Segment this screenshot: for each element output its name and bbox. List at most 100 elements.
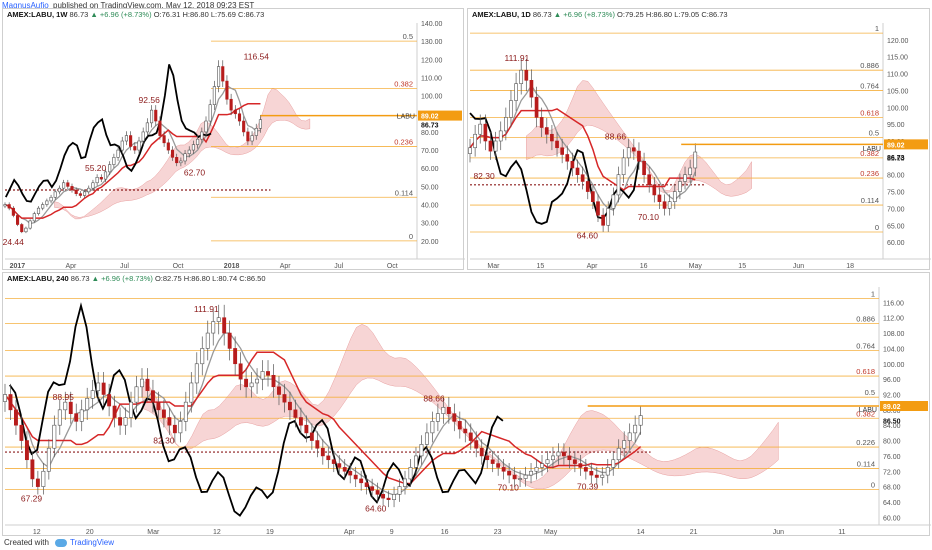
x-tick-label: May [544, 529, 558, 536]
price-candle [141, 131, 145, 142]
price-candle [424, 432, 429, 445]
price-candle [134, 386, 139, 403]
price-candle [304, 424, 309, 434]
author-name[interactable]: MagnusAufio [2, 1, 49, 10]
orange-level-text: 89.02 [883, 404, 901, 411]
price-candle [524, 69, 529, 81]
orange-level-text: 89.02 [887, 142, 905, 149]
price-candle [271, 374, 276, 388]
fib-level-label: 0.114 [861, 196, 879, 205]
y-tick-label: 116.00 [883, 300, 904, 307]
price-candle [565, 154, 570, 162]
price-candle [419, 444, 424, 457]
x-tick-label: Apr [344, 529, 356, 536]
y-tick-label: 84.00 [883, 423, 901, 430]
price-candle [74, 413, 79, 422]
price-candle [478, 123, 483, 135]
price-candle [633, 424, 638, 434]
price-candle [375, 490, 380, 495]
last-price-tag: 86.73 [887, 155, 905, 162]
price-candle [519, 69, 524, 84]
price-candle [523, 474, 528, 479]
price-candle [227, 332, 232, 349]
fib-level-label: 0.382 [394, 79, 413, 88]
y-tick-label: 60.00 [883, 515, 901, 522]
price-candle [504, 117, 508, 132]
publish-bar: MagnusAufio published on TradingView.com… [0, 0, 932, 12]
price-candle [200, 348, 205, 365]
price-annotation: 64.60 [365, 504, 387, 514]
h4-chart-panel[interactable]: AMEX:LABU, 240 86.73 ▲ +6.96 (+8.73%) O:… [2, 272, 931, 536]
price-candle [129, 401, 133, 418]
price-candle [611, 459, 616, 468]
y-tick-label: 68.00 [883, 485, 901, 492]
price-candle [578, 463, 583, 468]
price-candle [254, 127, 258, 136]
price-candle [137, 140, 141, 151]
x-tick-label: 2017 [10, 263, 26, 270]
price-candle [616, 174, 621, 196]
price-candle [652, 184, 657, 196]
tradingview-brand[interactable]: TradingView [70, 538, 115, 547]
price-candle [483, 123, 488, 142]
price-candle [463, 428, 468, 434]
fib-level-label: 0.382 [856, 409, 875, 418]
price-candle [468, 147, 472, 154]
price-candle [474, 440, 479, 449]
price-candle [551, 455, 555, 461]
fib-level-label: 0.114 [857, 460, 875, 469]
x-tick-label: May [689, 263, 703, 270]
price-candle [74, 189, 78, 194]
y-tick-label: 120.00 [421, 57, 443, 64]
fib-level-label: 1 [871, 290, 875, 299]
price-candle [414, 455, 418, 468]
price-candle [24, 440, 29, 461]
weekly-high: H:86.80 [182, 10, 209, 19]
x-tick-label: Oct [387, 263, 398, 270]
x-tick-label: Apr [65, 263, 77, 270]
price-candle [485, 455, 490, 461]
x-tick-label: 2018 [224, 263, 240, 270]
price-candle [133, 146, 137, 151]
price-candle [79, 409, 84, 422]
x-tick-label: 20 [86, 529, 94, 536]
price-candle [353, 474, 358, 480]
y-tick-label: 95.00 [887, 122, 905, 129]
y-tick-label: 64.00 [883, 500, 901, 507]
weekly-chart-panel[interactable]: AMEX:LABU, 1W 86.73 ▲ +6.96 (+8.73%) O:7… [2, 8, 465, 270]
fib-level-label: 0.236 [394, 137, 413, 146]
price-candle [364, 482, 369, 487]
price-candle [101, 382, 106, 395]
price-candle [452, 413, 457, 422]
price-candle [540, 463, 544, 468]
price-candle [678, 181, 682, 192]
price-candle [567, 455, 572, 461]
price-annotation: 88.66 [423, 393, 445, 403]
price-candle [572, 459, 577, 464]
price-candle [161, 409, 166, 418]
price-candle [309, 432, 314, 441]
price-annotation: 70.10 [638, 212, 660, 222]
y-tick-label: 108.00 [883, 331, 905, 338]
price-candle [112, 157, 116, 165]
price-candle [435, 413, 440, 422]
price-candle [107, 394, 112, 407]
price-candle [118, 417, 123, 426]
price-candle [282, 394, 287, 403]
price-candle [85, 398, 90, 411]
y-tick-label: 60.00 [421, 166, 439, 173]
daily-chart-panel[interactable]: AMEX:LABU, 1D 86.73 ▲ +6.96 (+8.73%) O:7… [467, 8, 931, 270]
price-candle [589, 470, 594, 476]
daily-low: L:79.05 [674, 10, 700, 19]
price-candle [187, 149, 191, 155]
price-candle [647, 174, 652, 186]
price-candle [211, 321, 216, 334]
kijun-line [469, 108, 696, 191]
price-annotation: 70.39 [577, 481, 599, 491]
price-candle [605, 467, 610, 476]
price-candle [561, 451, 566, 457]
price-annotation: 62.70 [184, 167, 206, 177]
price-annotation: 55.20 [85, 163, 107, 173]
price-candle [179, 160, 183, 164]
price-candle [103, 171, 108, 180]
